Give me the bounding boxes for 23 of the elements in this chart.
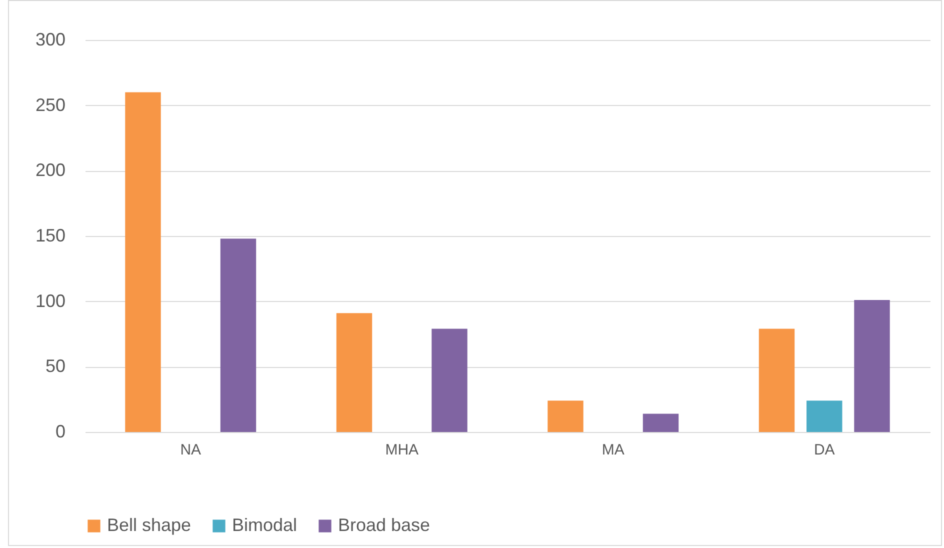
y-tick-label: 150 — [35, 226, 66, 246]
bar — [806, 400, 842, 432]
y-tick-label: 0 — [55, 422, 66, 442]
bar — [758, 328, 795, 432]
x-tick-label: NA — [180, 442, 202, 458]
x-tick-label: MHA — [385, 442, 419, 458]
bar — [854, 300, 890, 432]
bar — [220, 238, 256, 432]
bar — [548, 400, 584, 432]
bar — [125, 92, 161, 432]
y-tick-label: 250 — [35, 94, 66, 115]
x-tick-label: MA — [602, 442, 624, 458]
legend-label: Bimodal — [232, 515, 298, 535]
y-tick-label: 50 — [45, 356, 66, 376]
x-tick-label: DA — [814, 442, 835, 458]
bar — [642, 414, 679, 432]
legend-label: Broad base — [338, 515, 430, 535]
bar — [432, 328, 468, 432]
legend-label: Bell shape — [107, 515, 192, 535]
y-tick-label: 100 — [35, 290, 66, 311]
bar — [336, 313, 372, 432]
y-tick-label: 300 — [35, 30, 66, 50]
y-tick-label: 200 — [35, 160, 66, 180]
